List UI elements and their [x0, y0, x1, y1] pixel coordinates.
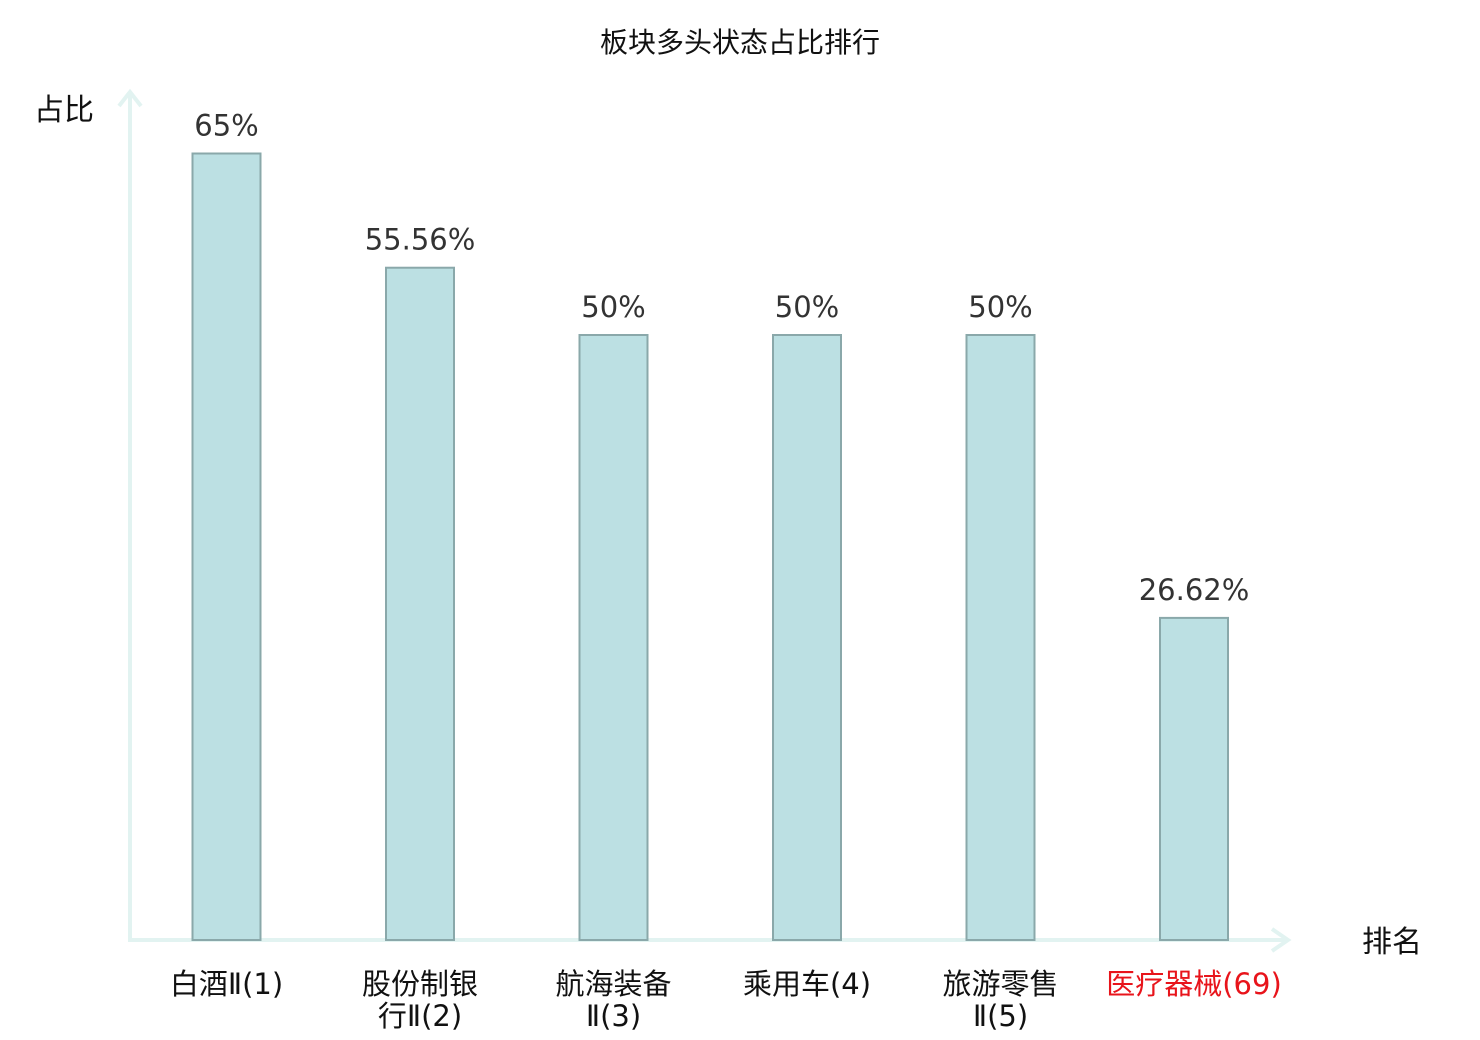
- data-label-2: 55.56%: [365, 223, 476, 257]
- data-label-3: 50%: [581, 290, 645, 324]
- bars-group: [191, 152, 1229, 941]
- bar-2: [385, 266, 455, 941]
- bar-1: [191, 152, 262, 941]
- value-labels-group: 65% 55.56% 50% 50% 50% 26.62%: [194, 109, 1249, 607]
- y-axis-label: 占比: [34, 93, 94, 128]
- data-label-4: 50%: [775, 290, 839, 324]
- x-tick-label-5-line-2: Ⅱ(5): [973, 999, 1028, 1033]
- y-axis-arrow-icon: [117, 88, 143, 108]
- x-axis-arrow-icon: [1270, 927, 1292, 953]
- x-tick-label-2-line-2: 行Ⅱ(2): [378, 999, 462, 1033]
- bar-6: [1159, 616, 1229, 941]
- bar-5: [965, 334, 1036, 941]
- data-label-5: 50%: [968, 290, 1032, 324]
- x-tick-label-2-line-1: 股份制银: [362, 967, 478, 1001]
- chart-title: 板块多头状态占比排行: [600, 26, 880, 59]
- x-tick-label-3-line-2: Ⅱ(3): [586, 999, 641, 1033]
- bar-3: [578, 334, 649, 941]
- data-label-1: 65%: [194, 109, 258, 143]
- x-tick-label-4: 乘用车(4): [743, 967, 871, 1001]
- data-label-6: 26.62%: [1139, 573, 1250, 607]
- x-tick-label-6: 医疗器械(69): [1106, 967, 1282, 1001]
- x-tick-label-3-line-1: 航海装备: [555, 967, 671, 1001]
- x-tick-label-1: 白酒Ⅱ(1): [170, 967, 283, 1001]
- x-tick-label-5-line-1: 旅游零售: [942, 967, 1058, 1001]
- x-axis-label: 排名: [1362, 925, 1422, 960]
- bar-4: [772, 334, 842, 941]
